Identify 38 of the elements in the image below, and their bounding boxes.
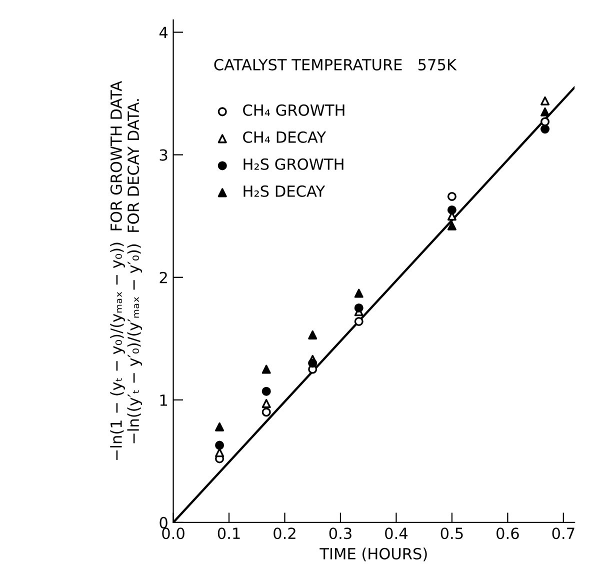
x-tick-label: 0.7	[552, 528, 574, 540]
x-tick-label: 0.4	[385, 528, 408, 540]
x-tick-label: 0.0	[162, 528, 184, 540]
point	[447, 221, 456, 230]
point	[308, 330, 318, 340]
y-tick-label: 3	[160, 149, 168, 161]
point	[540, 96, 550, 106]
y-tick-label: 1	[160, 394, 168, 406]
x-tick-label: 0.1	[218, 528, 240, 540]
point	[354, 316, 364, 326]
point	[215, 422, 224, 432]
point	[540, 117, 550, 126]
point	[262, 399, 271, 408]
point	[262, 408, 271, 417]
x-tick-label: 0.5	[440, 528, 463, 540]
text: CATALYST TEMPERATURE 575K	[214, 58, 457, 70]
y-axis-title: −ln(1 − (yₜ − y₀)/(yₘₐₓ − y₀)) FOR GROWTH DATA −ln((y′ₜ − y′₀)/(y′ₘₐₓ − y′₀)) FOR DECAY DATA.	[110, 80, 142, 460]
point	[354, 303, 364, 312]
y-tick-label: 0	[160, 516, 168, 528]
point	[540, 124, 550, 134]
x-tick-label: 0.3	[329, 528, 352, 540]
point	[447, 192, 456, 201]
legend-label: H₂S GROWTH	[244, 158, 344, 170]
point	[308, 358, 318, 368]
y-tick-label: 4	[159, 26, 168, 38]
y-tick-label: 2	[160, 272, 167, 284]
point	[447, 205, 456, 214]
point	[262, 386, 271, 396]
x-tick-label: 0.2	[274, 528, 296, 540]
point	[215, 440, 224, 450]
legend-label: CH₄ DECAY	[243, 131, 326, 143]
legend-label: H₂S DECAY	[244, 185, 326, 197]
point	[540, 107, 550, 116]
point	[354, 288, 364, 298]
x-tick-label: 0.6	[496, 528, 519, 540]
point	[262, 364, 271, 374]
x-axis-title: TIME (HOURS)	[320, 548, 427, 562]
legend-label: CH₄ GROWTH	[243, 104, 344, 116]
